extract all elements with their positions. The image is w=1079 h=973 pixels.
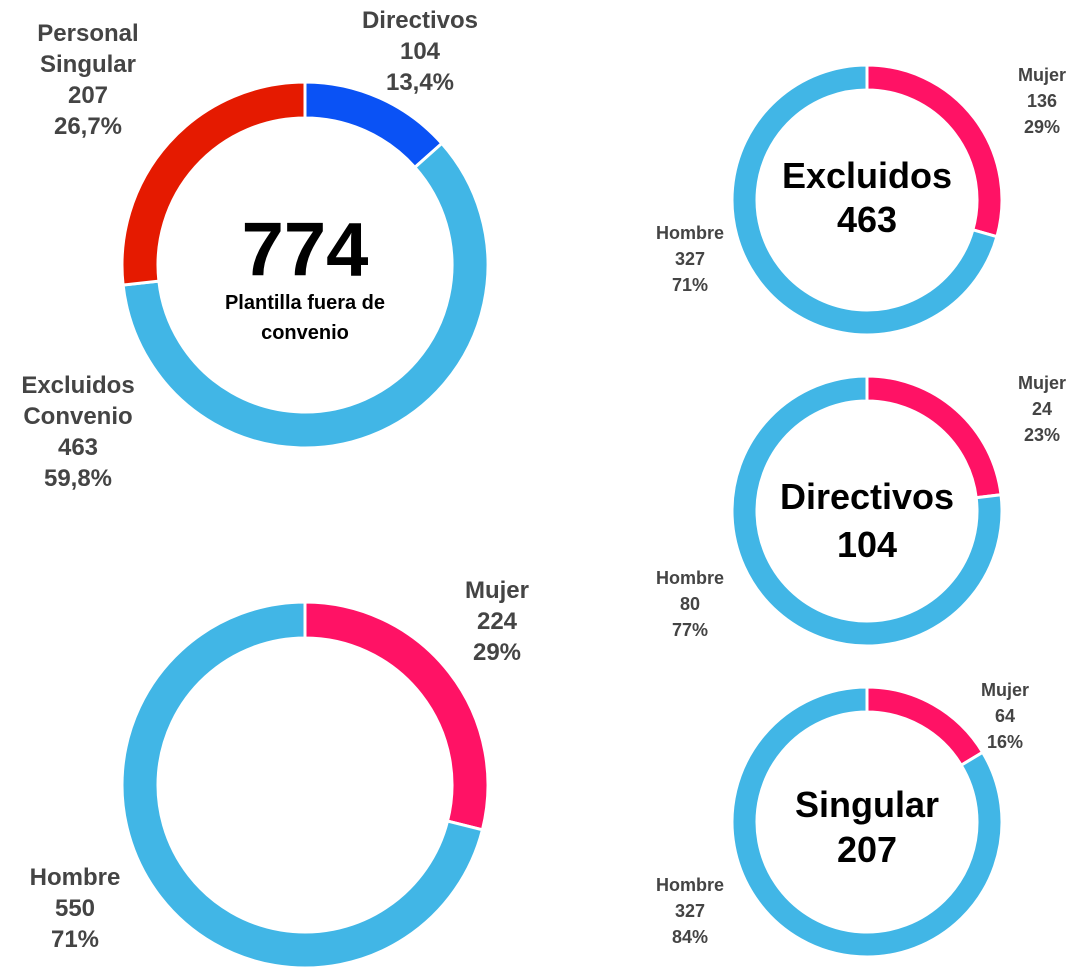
segment-value: 224 [476,608,518,635]
segment-value: 136 [1026,91,1058,111]
segment-share: 71% [50,926,100,953]
donut-segment [120,80,307,287]
segment-label: Hombre 327 71% [630,220,750,298]
segment-name: Mujer [1017,65,1066,85]
segment-name: Directivos [361,7,479,34]
segment-name: Hombre [29,864,121,891]
segment-share: 13,4% [385,69,455,96]
center-value: 104 [836,524,898,565]
segment-label: Hombre 327 84% [630,872,750,950]
segment-value: 207 [67,82,109,109]
segment-name: Hombre [655,223,724,243]
center-value: 207 [836,829,898,870]
segment-value: 463 [57,434,99,461]
donut-segment [120,600,485,970]
segment-label: Directivos 104 13,4% [345,5,495,98]
center-title: Singular [794,784,940,825]
segment-label: Hombre 80 77% [630,565,750,643]
segment-share: 77% [671,620,709,640]
segment-name: Hombre [655,568,724,588]
segment-share: 29% [1023,117,1061,137]
segment-label: Mujer 224 29% [422,575,572,668]
segment-share: 23% [1023,425,1061,445]
segment-name: Mujer [980,680,1029,700]
donut-segment [730,374,1004,648]
segment-value: 550 [54,895,96,922]
center-value: 463 [836,199,898,240]
segment-value: 64 [994,706,1016,726]
segment-value: 327 [674,249,706,269]
segment-share: 59,8% [43,465,113,492]
segment-label: Excluidos Convenio 463 59,8% [3,370,153,494]
segment-name: Mujer [1017,373,1066,393]
segment-label: Personal Singular 207 26,7% [13,18,163,142]
segment-name: Personal Singular [37,20,139,78]
segment-name: Hombre [655,875,724,895]
segment-name: Mujer [464,577,529,604]
segment-share: 84% [671,927,709,947]
donut-segment [730,685,1004,959]
segment-value: 327 [674,901,706,921]
segment-label: Mujer 24 23% [982,370,1079,448]
segment-share: 16% [986,732,1024,752]
segment-value: 80 [679,594,701,614]
center-label: Plantilla fuera de convenio [224,292,386,344]
center-title: Excluidos [781,155,953,196]
segment-share: 29% [472,639,522,666]
center-title: Directivos [779,476,955,517]
segment-share: 71% [671,275,709,295]
segment-label: Mujer 64 16% [945,677,1065,755]
segment-label: Mujer 136 29% [982,62,1079,140]
segment-share: 26,7% [53,113,123,140]
segment-value: 24 [1031,399,1053,419]
center-value: 774 [241,207,369,293]
donut-segment [121,141,490,450]
segment-label: Hombre 550 71% [0,862,150,955]
donut-segment [730,63,999,337]
segment-value: 104 [399,38,441,65]
segment-name: Excluidos Convenio [21,372,135,430]
